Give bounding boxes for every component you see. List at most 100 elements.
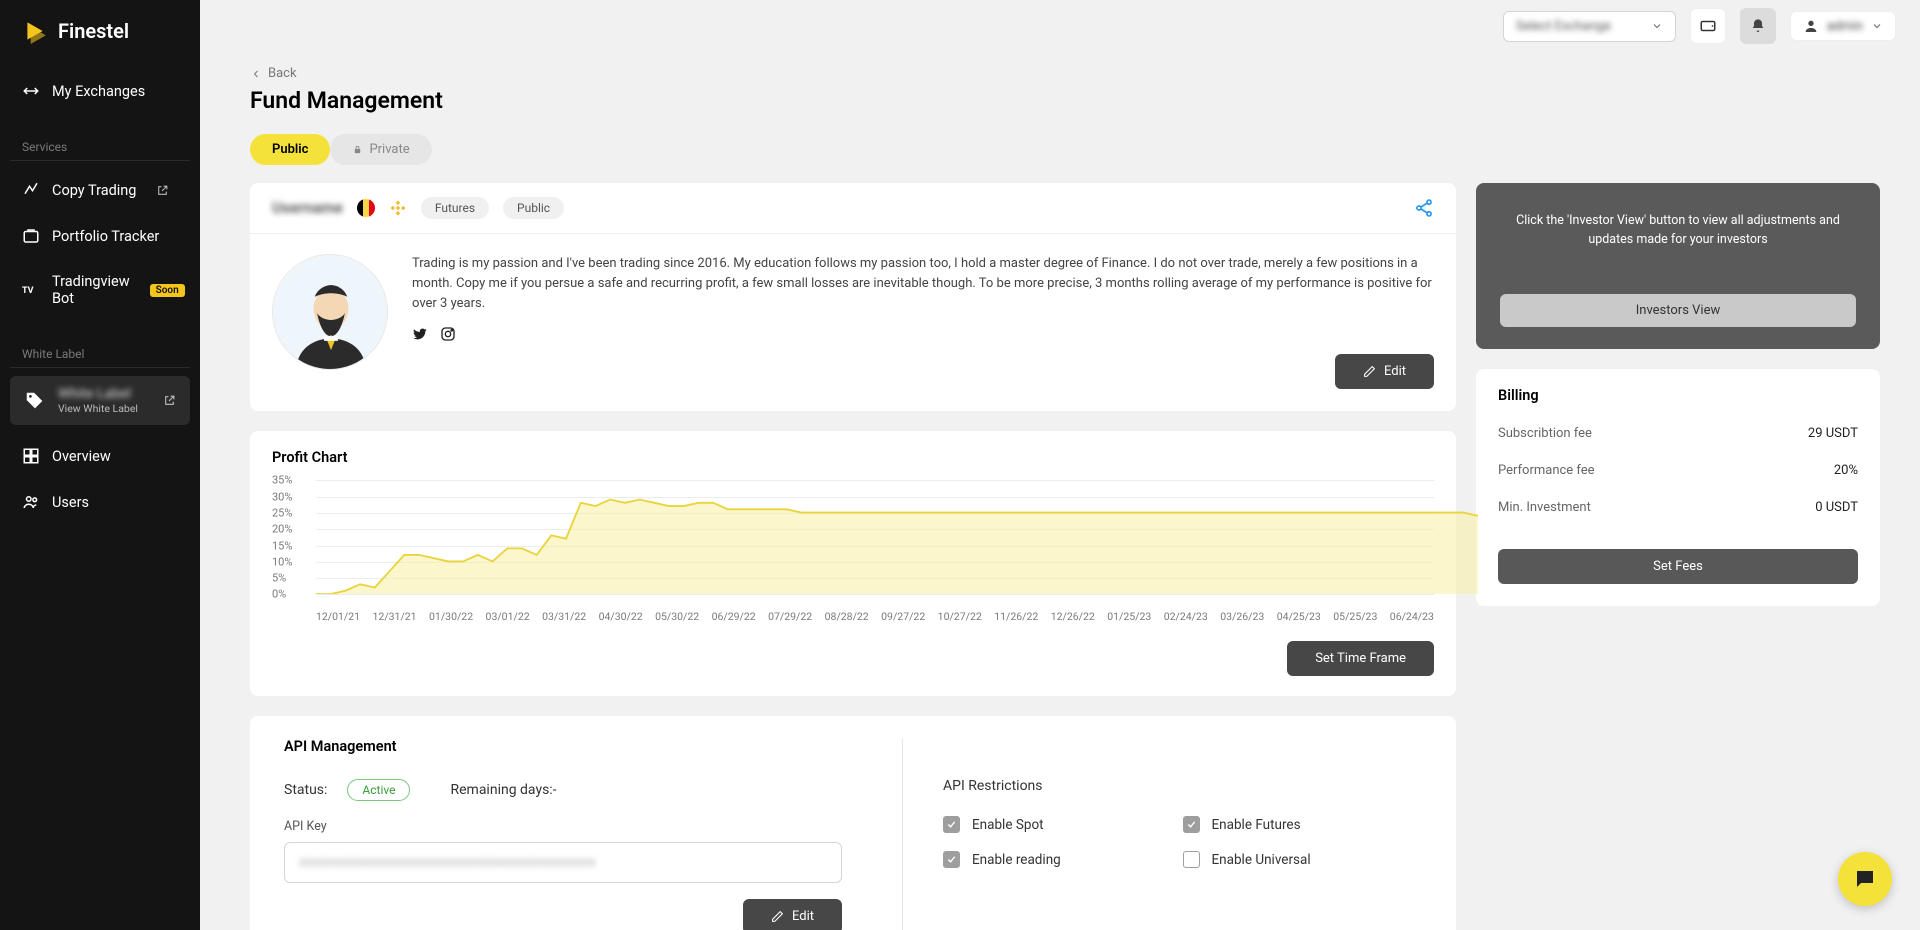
user-menu[interactable]: admin <box>1790 11 1896 41</box>
billing-title: Billing <box>1498 387 1858 404</box>
chevron-down-icon <box>1871 20 1883 32</box>
flag-belgium-icon <box>357 199 375 217</box>
chart-line-icon <box>316 480 1478 594</box>
visibility-public-label: Public <box>272 142 308 157</box>
user-icon <box>1803 18 1819 34</box>
edit-profile-label: Edit <box>1384 364 1406 379</box>
nav-tradingview-bot-label: Tradingview Bot <box>52 273 130 307</box>
profit-chart-title: Profit Chart <box>272 449 1434 466</box>
chart-x-labels: 12/01/2112/31/2101/30/2203/01/2203/31/22… <box>316 610 1434 623</box>
binance-icon <box>389 199 407 217</box>
subscription-value: 29 USDT <box>1808 426 1858 441</box>
tradingview-icon: TV <box>22 281 40 299</box>
dashboard-icon <box>22 447 40 465</box>
share-icon[interactable] <box>1414 198 1434 218</box>
profile-header: Username Futures Public <box>250 183 1456 234</box>
edit-profile-button[interactable]: Edit <box>1335 354 1434 389</box>
exchange-selector-label: Select Exchange <box>1516 19 1611 34</box>
pencil-icon <box>1363 365 1376 378</box>
api-management-card: API Management Status: Active Remaining … <box>250 716 1456 930</box>
nav-portfolio-tracker[interactable]: Portfolio Tracker <box>0 213 200 259</box>
performance-value: 20% <box>1834 463 1858 478</box>
nav-portfolio-tracker-label: Portfolio Tracker <box>52 228 159 245</box>
checkbox-label: Enable reading <box>972 852 1061 868</box>
nav-overview[interactable]: Overview <box>0 433 200 479</box>
chart-x-label: 04/30/22 <box>599 610 643 623</box>
api-remaining-label: Remaining days:- <box>450 782 556 798</box>
profile-avatar <box>272 254 388 370</box>
checkbox-box-icon <box>943 816 960 833</box>
checkbox-box-icon <box>1183 816 1200 833</box>
white-label-card[interactable]: White Label View White Label <box>10 376 190 425</box>
visibility-toggle: Public Private <box>250 134 1880 165</box>
checkbox-enable-futures[interactable]: Enable Futures <box>1183 816 1423 833</box>
investors-text: Click the 'Investor View' button to view… <box>1500 211 1856 250</box>
bell-icon <box>1750 18 1766 34</box>
external-link-icon <box>156 184 169 197</box>
chat-icon <box>1853 867 1877 891</box>
chart-y-label: 30% <box>272 490 292 503</box>
page: Back Fund Management Public Private User… <box>200 52 1920 930</box>
chart-x-label: 03/26/23 <box>1220 610 1264 623</box>
nav-users[interactable]: Users <box>0 479 200 525</box>
section-services: Services <box>10 126 190 161</box>
api-restrictions-title: API Restrictions <box>943 778 1422 794</box>
chart-y-label: 20% <box>272 523 292 536</box>
chat-fab[interactable] <box>1838 852 1892 906</box>
profit-chart-card: Profit Chart 0%5%10%15%20%25%30%35% 12/0… <box>250 431 1456 696</box>
chart-x-label: 01/25/23 <box>1107 610 1151 623</box>
twitter-icon[interactable] <box>412 326 428 342</box>
visibility-private[interactable]: Private <box>330 134 431 165</box>
instagram-icon[interactable] <box>440 326 456 342</box>
chart-x-label: 05/25/23 <box>1333 610 1377 623</box>
brand-logo-icon <box>22 18 48 44</box>
performance-label: Performance fee <box>1498 463 1595 478</box>
nav-copy-trading-label: Copy Trading <box>52 182 136 199</box>
exchange-icon <box>22 82 40 100</box>
nav-tradingview-bot[interactable]: TV Tradingview Bot Soon <box>0 259 200 321</box>
profit-chart: 0%5%10%15%20%25%30%35% <box>272 480 1434 610</box>
chart-x-label: 06/24/23 <box>1390 610 1434 623</box>
nav-my-exchanges[interactable]: My Exchanges <box>0 68 200 114</box>
chip-public: Public <box>503 197 564 219</box>
chart-x-label: 06/29/22 <box>712 610 756 623</box>
arrow-left-icon <box>250 68 262 80</box>
visibility-public[interactable]: Public <box>250 134 330 165</box>
wallet-button[interactable] <box>1690 8 1726 44</box>
investors-view-button[interactable]: Investors View <box>1500 294 1856 327</box>
checkbox-enable-reading[interactable]: Enable reading <box>943 851 1183 868</box>
brand: Finestel <box>0 18 200 68</box>
chart-x-label: 01/30/22 <box>429 610 473 623</box>
pencil-icon <box>771 910 784 923</box>
external-link-icon <box>163 394 176 407</box>
checkbox-enable-spot[interactable]: Enable Spot <box>943 816 1183 833</box>
exchange-selector[interactable]: Select Exchange <box>1503 11 1676 42</box>
chart-x-label: 04/25/23 <box>1277 610 1321 623</box>
wallet-icon <box>1699 17 1717 35</box>
chart-x-label: 10/27/22 <box>938 610 982 623</box>
white-label-sub: View White Label <box>58 402 138 415</box>
chart-y-label: 35% <box>272 474 292 487</box>
nav-copy-trading[interactable]: Copy Trading <box>0 167 200 213</box>
checkbox-label: Enable Futures <box>1212 817 1301 833</box>
min-investment-label: Min. Investment <box>1498 500 1591 515</box>
notifications-button[interactable] <box>1740 8 1776 44</box>
svg-text:TV: TV <box>22 286 34 296</box>
back-link[interactable]: Back <box>250 66 1880 81</box>
set-time-frame-button[interactable]: Set Time Frame <box>1287 641 1434 676</box>
white-label-name: White Label <box>58 386 138 402</box>
back-label: Back <box>268 66 297 81</box>
edit-api-button[interactable]: Edit <box>743 899 842 930</box>
nav-my-exchanges-label: My Exchanges <box>52 83 145 100</box>
api-key-field: xxxxxxxxxxxxxxxxxxxxxxxxxxxxxxxxxxxxxxxx… <box>284 842 842 883</box>
profile-socials <box>412 326 1434 342</box>
checkbox-enable-universal[interactable]: Enable Universal <box>1183 851 1423 868</box>
set-fees-label: Set Fees <box>1653 559 1703 574</box>
chart-x-label: 05/30/22 <box>655 610 699 623</box>
page-title: Fund Management <box>250 87 1880 114</box>
checkbox-label: Enable Spot <box>972 817 1044 833</box>
billing-card: Billing Subscribtion fee29 USDT Performa… <box>1476 369 1880 606</box>
chart-x-label: 11/26/22 <box>994 610 1038 623</box>
chart-x-label: 12/31/21 <box>373 610 417 623</box>
set-fees-button[interactable]: Set Fees <box>1498 549 1858 584</box>
